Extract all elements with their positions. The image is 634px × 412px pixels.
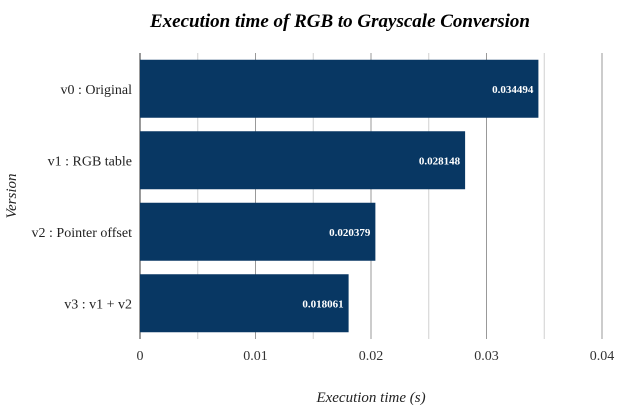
x-tick-label: 0.02	[359, 349, 384, 364]
category-label: v3 : v1 + v2	[64, 297, 132, 312]
bar	[140, 202, 376, 261]
x-axis-title: Execution time (s)	[315, 390, 425, 406]
x-tick-label: 0.03	[474, 349, 499, 364]
category-label: v1 : RGB table	[48, 154, 132, 169]
data-label: 0.028148	[419, 155, 461, 167]
x-tick-label: 0	[137, 349, 144, 364]
bar	[140, 131, 466, 190]
bar	[140, 59, 539, 118]
bars-layer	[140, 59, 539, 333]
category-label: v2 : Pointer offset	[32, 226, 133, 241]
data-label: 0.020379	[329, 227, 371, 239]
y-axis-title: Version	[4, 174, 20, 219]
bar	[140, 274, 349, 333]
category-label: v0 : Original	[60, 83, 132, 98]
chart-title: Execution time of RGB to Grayscale Conve…	[149, 11, 530, 32]
ticks-layer: 0 0.01 0.02 0.03 0.04	[137, 349, 615, 364]
data-label: 0.018061	[302, 298, 343, 310]
x-tick-label: 0.04	[590, 349, 615, 364]
labels-layer: 0.034494 v0 : Original 0.028148 v1 : RGB ta…	[32, 83, 534, 313]
data-label: 0.034494	[492, 84, 534, 96]
x-tick-label: 0.01	[243, 349, 268, 364]
